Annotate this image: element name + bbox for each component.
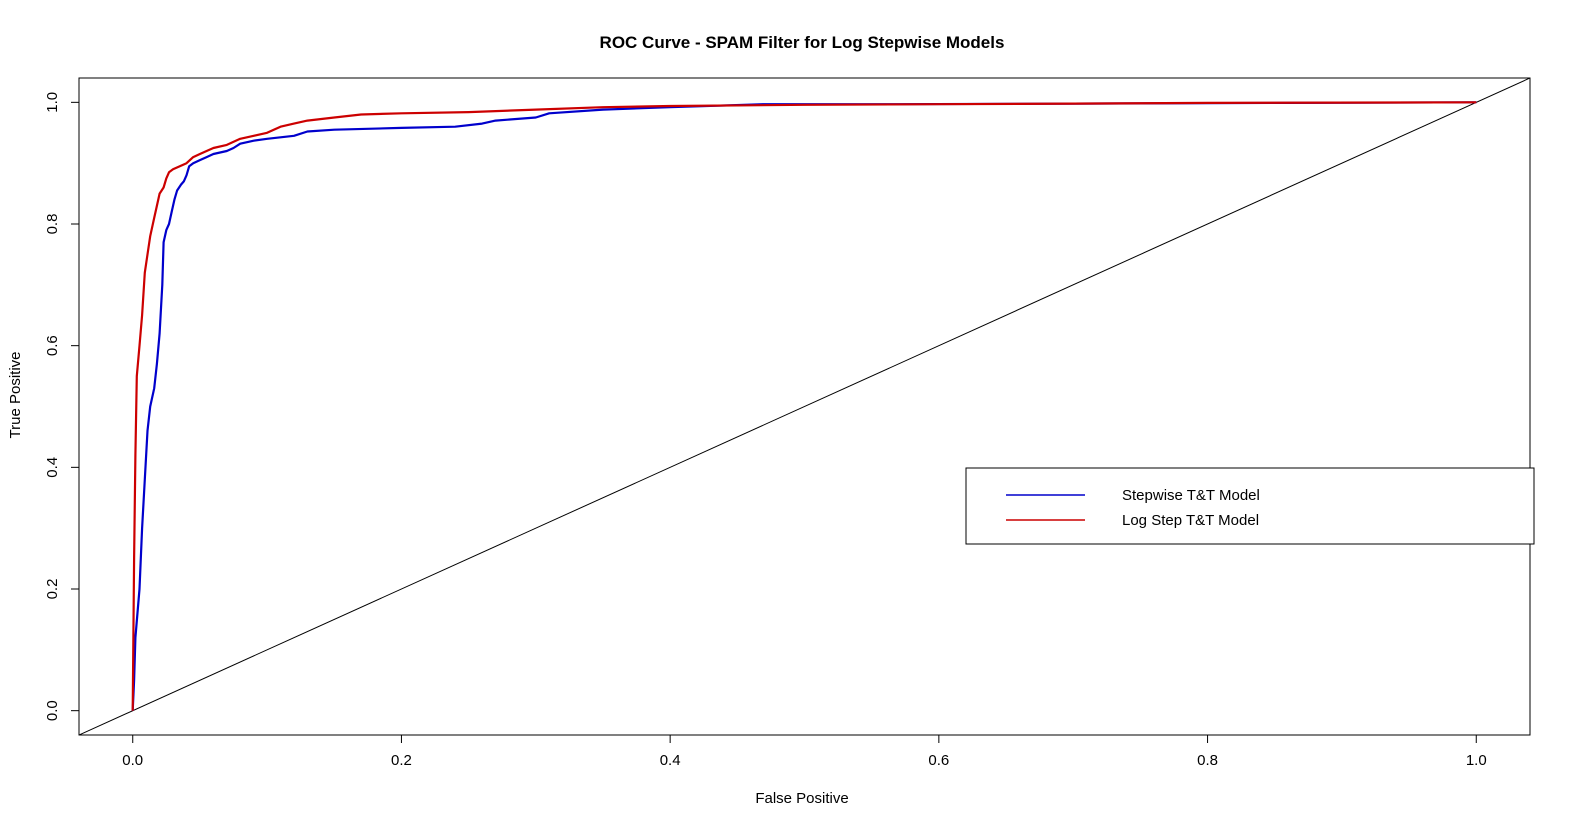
x-tick-label: 0.6 [928, 752, 949, 769]
x-tick-label: 0.2 [391, 752, 412, 769]
legend-label-1: Stepwise T&T Model [1122, 487, 1260, 504]
y-axis-label: True Positive [7, 352, 24, 439]
series-line-2 [131, 101, 1477, 711]
legend-box [965, 467, 1535, 545]
x-tick-label: 0.8 [1197, 752, 1218, 769]
x-tick-label: 0.4 [660, 752, 681, 769]
reference-diagonal-line [79, 78, 1530, 735]
y-tick-label: 0.2 [44, 579, 61, 600]
y-tick-label: 0.8 [44, 214, 61, 235]
legend: Stepwise T&T Model Log Step T&T Model [965, 467, 1535, 545]
plot-area [79, 78, 1530, 735]
x-tick-label: 0.0 [122, 752, 143, 769]
y-tick-label: 1.0 [44, 92, 61, 113]
x-axis-label: False Positive [755, 790, 848, 807]
chart-title: ROC Curve - SPAM Filter for Log Stepwise… [600, 33, 1005, 52]
y-tick-label: 0.6 [44, 335, 61, 356]
x-tick-label: 1.0 [1466, 752, 1487, 769]
axes: 0.0 0.2 0.4 0.6 0.8 1.0 0.0 0.2 0.4 0.6 0.8 1.0 [44, 77, 1531, 769]
y-tick-label: 0.4 [44, 457, 61, 478]
y-tick-label: 0.0 [44, 700, 61, 721]
legend-label-2: Log Step T&T Model [1122, 512, 1259, 529]
series-line-1 [131, 101, 1477, 711]
